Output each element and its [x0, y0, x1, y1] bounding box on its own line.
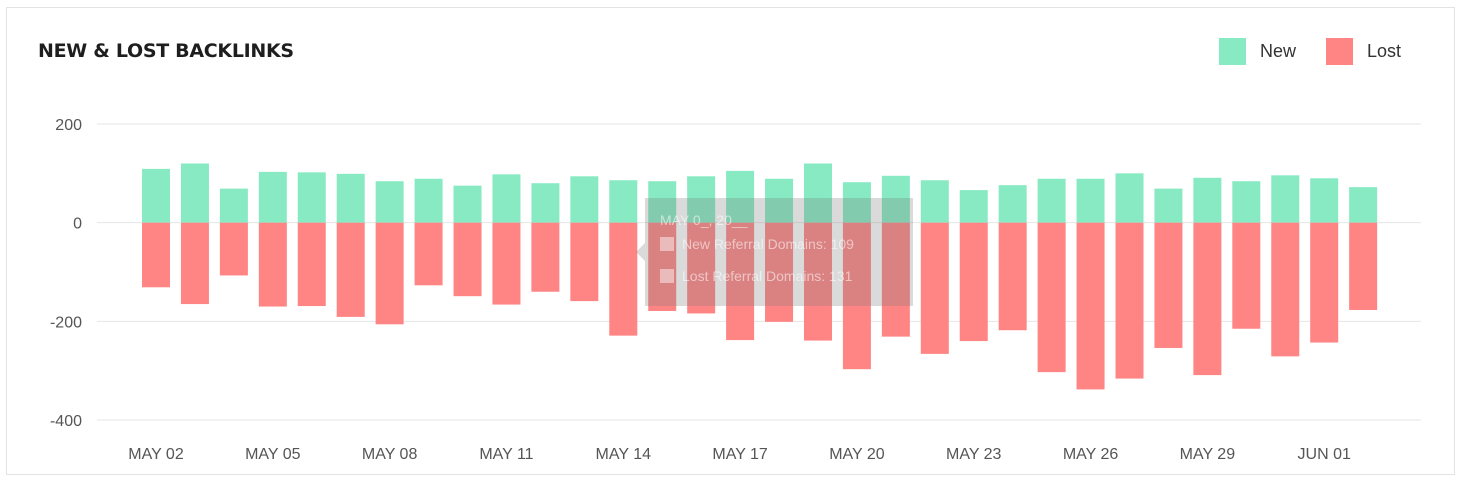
legend-item-new[interactable]: New — [1218, 38, 1296, 65]
tooltip-line: New Referral Domains: 109 — [682, 236, 854, 252]
bar-lost[interactable] — [219, 222, 248, 276]
bar-lost[interactable] — [375, 222, 404, 325]
x-tick-label: MAY 05 — [245, 446, 301, 463]
x-tick-label: MAY 14 — [596, 446, 652, 463]
y-tick-label: 200 — [55, 117, 82, 134]
bar-lost[interactable] — [1193, 222, 1222, 376]
bar-lost[interactable] — [1115, 222, 1144, 379]
bar-new[interactable] — [1193, 177, 1222, 223]
bar-new[interactable] — [297, 172, 326, 223]
bar-lost[interactable] — [570, 222, 599, 302]
bar-new[interactable] — [881, 175, 910, 223]
bar-new[interactable] — [726, 170, 755, 223]
bar-lost[interactable] — [881, 222, 910, 337]
bar-new[interactable] — [998, 185, 1027, 223]
bar-new[interactable] — [1154, 188, 1183, 223]
bar-lost[interactable] — [492, 222, 521, 305]
tooltip-marker — [660, 237, 674, 251]
legend-label-lost: Lost — [1366, 41, 1401, 61]
bar-lost[interactable] — [1349, 222, 1378, 310]
bar-lost[interactable] — [1232, 222, 1261, 329]
bar-new[interactable] — [609, 180, 638, 223]
bar-new[interactable] — [531, 183, 560, 223]
x-tick-label: MAY 17 — [712, 446, 768, 463]
bar-new[interactable] — [1349, 187, 1378, 223]
y-tick-label: -400 — [50, 413, 82, 430]
bar-lost[interactable] — [1154, 222, 1183, 348]
x-tick-label: MAY 23 — [946, 446, 1002, 463]
y-tick-label: -200 — [50, 314, 82, 331]
bar-lost[interactable] — [453, 222, 482, 297]
bar-new[interactable] — [1076, 178, 1105, 223]
bar-lost[interactable] — [1310, 222, 1339, 343]
bar-new[interactable] — [959, 190, 988, 223]
bar-lost[interactable] — [1076, 222, 1105, 390]
bar-lost[interactable] — [180, 222, 209, 305]
bar-new[interactable] — [842, 182, 871, 223]
bar-new[interactable] — [142, 168, 170, 223]
tooltip-pointer — [636, 243, 645, 261]
chart-legend: New Lost — [1189, 38, 1401, 65]
bar-lost[interactable] — [1037, 222, 1066, 373]
bar-new[interactable] — [570, 176, 599, 223]
bar-new[interactable] — [1310, 178, 1339, 223]
bar-new[interactable] — [414, 178, 443, 223]
bar-lost[interactable] — [648, 222, 677, 311]
bar-new[interactable] — [336, 173, 365, 223]
bar-new[interactable] — [1271, 175, 1300, 223]
chart-title: NEW & LOST BACKLINKS — [38, 40, 294, 62]
bar-lost[interactable] — [142, 222, 170, 288]
bar-lost[interactable] — [336, 222, 365, 317]
tooltip-marker — [660, 269, 674, 283]
bar-new[interactable] — [765, 178, 794, 223]
legend-swatch-new — [1218, 38, 1246, 65]
x-tick-label: JUN 01 — [1298, 446, 1351, 463]
bar-lost[interactable] — [920, 222, 949, 354]
bar-lost[interactable] — [998, 222, 1027, 331]
bar-new[interactable] — [375, 181, 404, 223]
bar-new[interactable] — [803, 163, 832, 223]
bar-new[interactable] — [180, 163, 209, 223]
bar-lost[interactable] — [803, 222, 832, 341]
x-tick-label: MAY 11 — [479, 446, 533, 463]
legend-item-lost[interactable]: Lost — [1325, 38, 1401, 65]
bar-new[interactable] — [1232, 181, 1261, 223]
bar-lost[interactable] — [414, 222, 443, 286]
x-tick-label: MAY 08 — [362, 446, 418, 463]
x-tick-label: MAY 26 — [1063, 446, 1119, 463]
bar-new[interactable] — [1037, 178, 1066, 223]
bar-new[interactable] — [453, 185, 482, 223]
x-tick-label: MAY 02 — [128, 446, 184, 463]
y-tick-label: 0 — [73, 216, 82, 233]
bar-lost[interactable] — [531, 222, 560, 292]
x-tick-label: MAY 20 — [829, 446, 885, 463]
bar-new[interactable] — [648, 181, 677, 223]
bar-new[interactable] — [1115, 173, 1144, 223]
bar-lost[interactable] — [609, 222, 638, 336]
legend-label-new: New — [1259, 41, 1296, 61]
bar-new[interactable] — [492, 174, 521, 223]
bar-lost[interactable] — [1271, 222, 1300, 357]
bar-lost[interactable] — [959, 222, 988, 342]
bar-lost[interactable] — [842, 222, 871, 370]
tooltip-box — [645, 198, 913, 306]
bar-lost[interactable] — [258, 222, 287, 307]
bar-lost[interactable] — [765, 222, 794, 322]
tooltip-line: Lost Referral Domains: 131 — [682, 268, 853, 284]
x-tick-label: MAY 29 — [1180, 446, 1236, 463]
bar-new[interactable] — [258, 171, 287, 223]
tooltip-title: MAY 0_, 20__ — [660, 212, 748, 228]
bar-new[interactable] — [920, 180, 949, 223]
bar-new[interactable] — [219, 188, 248, 223]
legend-swatch-lost — [1325, 38, 1353, 65]
bar-lost[interactable] — [297, 222, 326, 307]
bar-new[interactable] — [687, 176, 716, 223]
bar-lost[interactable] — [726, 222, 755, 341]
bar-lost[interactable] — [687, 222, 716, 314]
